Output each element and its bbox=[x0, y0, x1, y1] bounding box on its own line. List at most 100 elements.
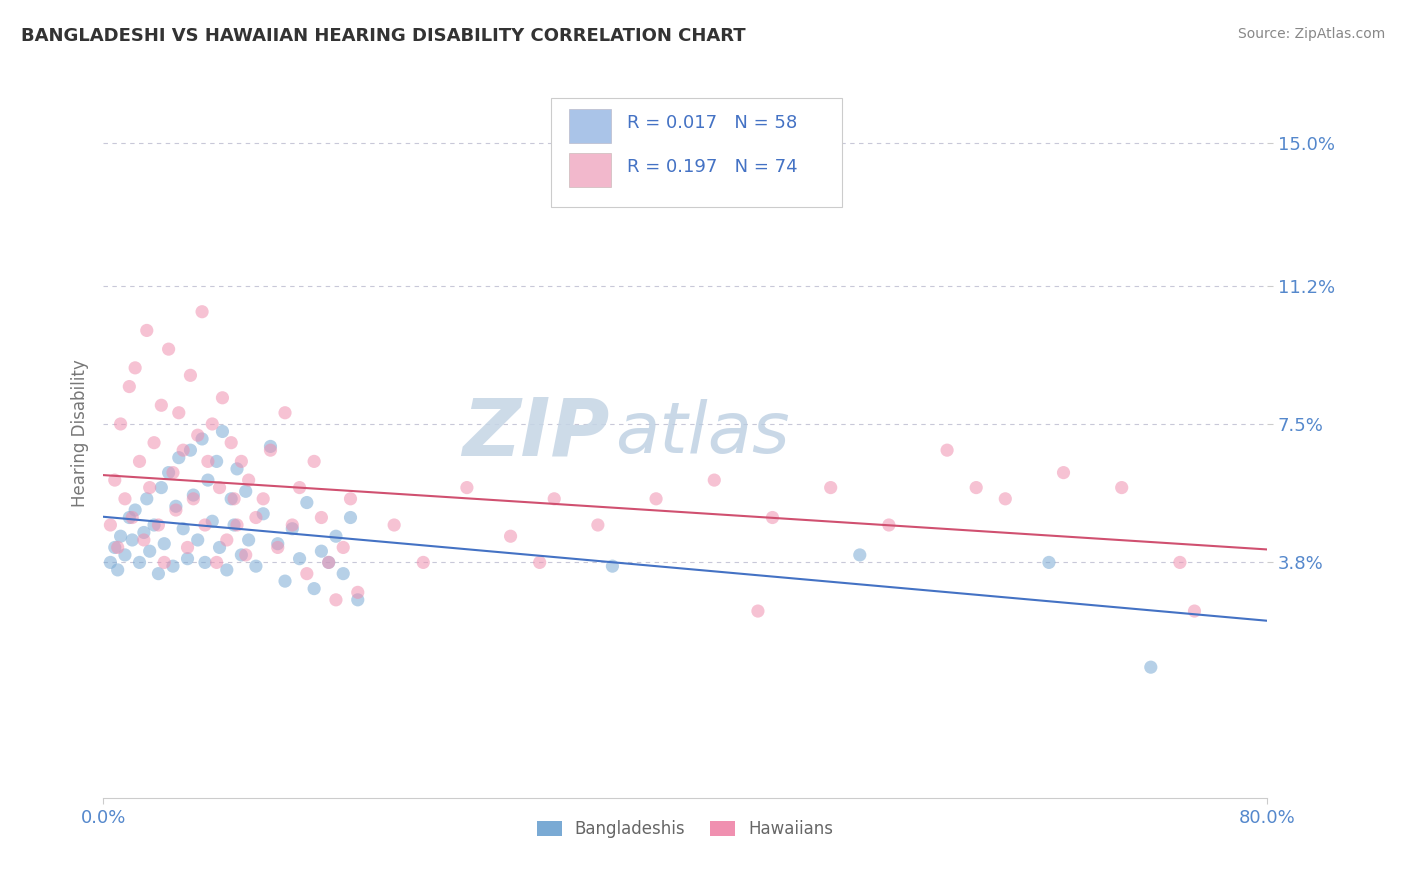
Point bbox=[499, 529, 522, 543]
Point bbox=[176, 551, 198, 566]
Point bbox=[231, 454, 253, 468]
Point bbox=[148, 518, 170, 533]
Point bbox=[1052, 466, 1074, 480]
Point bbox=[325, 529, 347, 543]
Point bbox=[288, 551, 311, 566]
Point bbox=[104, 473, 127, 487]
Point bbox=[219, 491, 242, 506]
Point bbox=[382, 518, 405, 533]
Point bbox=[235, 484, 257, 499]
Point bbox=[208, 541, 231, 555]
Point bbox=[339, 491, 361, 506]
Point bbox=[165, 500, 187, 514]
Point bbox=[311, 544, 333, 558]
Point bbox=[107, 563, 129, 577]
Point bbox=[128, 556, 150, 570]
Text: R = 0.197   N = 74: R = 0.197 N = 74 bbox=[627, 158, 797, 176]
Point bbox=[143, 518, 166, 533]
Point bbox=[222, 491, 245, 506]
Point bbox=[222, 518, 245, 533]
Point bbox=[267, 541, 290, 555]
Point bbox=[1139, 660, 1161, 674]
Point bbox=[179, 368, 201, 383]
Point bbox=[235, 548, 257, 562]
Point bbox=[191, 432, 214, 446]
FancyBboxPatch shape bbox=[569, 153, 610, 186]
Point bbox=[412, 556, 434, 570]
Point bbox=[157, 466, 180, 480]
Text: R = 0.017   N = 58: R = 0.017 N = 58 bbox=[627, 114, 797, 132]
Point bbox=[1038, 556, 1060, 570]
Point bbox=[201, 417, 224, 431]
Point bbox=[172, 443, 194, 458]
Point bbox=[252, 491, 274, 506]
Point bbox=[226, 518, 249, 533]
Point bbox=[346, 592, 368, 607]
Point bbox=[143, 435, 166, 450]
Point bbox=[162, 559, 184, 574]
Point bbox=[150, 481, 173, 495]
Point bbox=[302, 454, 325, 468]
Legend: Bangladeshis, Hawaiians: Bangladeshis, Hawaiians bbox=[530, 814, 841, 845]
Point bbox=[167, 450, 190, 465]
Point bbox=[295, 566, 318, 581]
Point bbox=[231, 548, 253, 562]
Point bbox=[183, 491, 205, 506]
Point bbox=[211, 391, 233, 405]
Point bbox=[183, 488, 205, 502]
Point bbox=[138, 544, 160, 558]
Point bbox=[252, 507, 274, 521]
Text: Source: ZipAtlas.com: Source: ZipAtlas.com bbox=[1237, 27, 1385, 41]
FancyBboxPatch shape bbox=[551, 98, 842, 207]
Y-axis label: Hearing Disability: Hearing Disability bbox=[72, 359, 89, 508]
Point bbox=[747, 604, 769, 618]
Point bbox=[1168, 556, 1191, 570]
Point bbox=[157, 342, 180, 356]
Point bbox=[965, 481, 987, 495]
Point bbox=[135, 491, 157, 506]
Point bbox=[124, 503, 146, 517]
FancyBboxPatch shape bbox=[569, 110, 610, 143]
Point bbox=[205, 556, 228, 570]
Point bbox=[645, 491, 668, 506]
Point bbox=[194, 518, 217, 533]
Point bbox=[281, 518, 304, 533]
Point bbox=[325, 592, 347, 607]
Point bbox=[100, 556, 122, 570]
Point bbox=[820, 481, 842, 495]
Point bbox=[138, 481, 160, 495]
Point bbox=[259, 439, 281, 453]
Point bbox=[118, 510, 141, 524]
Point bbox=[346, 585, 368, 599]
Point bbox=[226, 462, 249, 476]
Point bbox=[1111, 481, 1133, 495]
Point bbox=[318, 556, 340, 570]
Point bbox=[994, 491, 1017, 506]
Text: ZIP: ZIP bbox=[463, 394, 610, 473]
Point bbox=[267, 537, 290, 551]
Point bbox=[107, 541, 129, 555]
Point bbox=[191, 304, 214, 318]
Point bbox=[194, 556, 217, 570]
Point bbox=[529, 556, 551, 570]
Point bbox=[148, 566, 170, 581]
Point bbox=[586, 518, 609, 533]
Point bbox=[339, 510, 361, 524]
Point bbox=[703, 473, 725, 487]
Point bbox=[132, 525, 155, 540]
Text: atlas: atlas bbox=[616, 399, 790, 467]
Point bbox=[543, 491, 565, 506]
Point bbox=[128, 454, 150, 468]
Point bbox=[274, 574, 297, 588]
Point bbox=[332, 541, 354, 555]
Point bbox=[167, 406, 190, 420]
Point bbox=[238, 473, 260, 487]
Point bbox=[179, 443, 201, 458]
Point bbox=[245, 510, 267, 524]
Point bbox=[281, 522, 304, 536]
Point bbox=[124, 360, 146, 375]
Point bbox=[114, 548, 136, 562]
Point bbox=[215, 533, 238, 547]
Point bbox=[100, 518, 122, 533]
Point bbox=[176, 541, 198, 555]
